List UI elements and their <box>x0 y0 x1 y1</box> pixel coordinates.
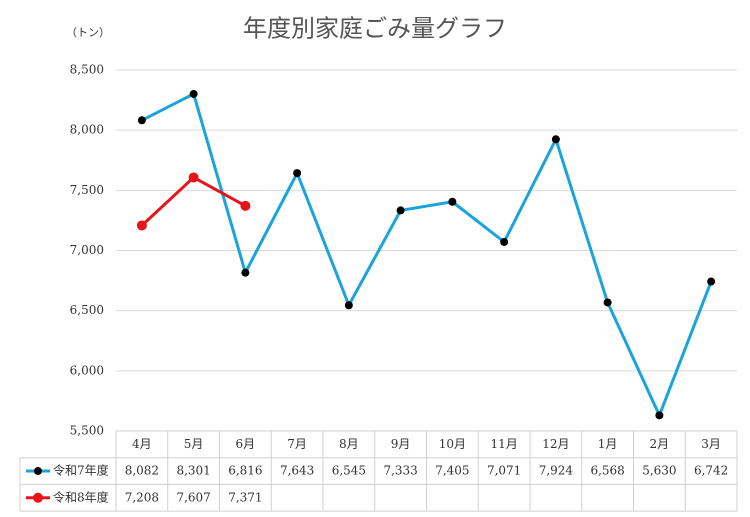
x-tick-label: 1月 <box>598 437 618 451</box>
x-tick-label: 9月 <box>391 437 411 451</box>
table-value: 6,816 <box>228 464 262 478</box>
x-tick-label: 4月 <box>132 437 152 451</box>
table-value: 6,545 <box>332 464 366 478</box>
data-point <box>189 89 198 98</box>
data-point <box>241 268 250 277</box>
x-tick-label: 3月 <box>701 437 721 451</box>
data-point <box>137 116 146 125</box>
table-value: 6,568 <box>590 464 624 478</box>
table-value: 7,333 <box>383 464 417 478</box>
data-point <box>448 197 457 206</box>
table-value: 8,301 <box>176 464 210 478</box>
y-tick-label: 5,500 <box>70 424 104 438</box>
legend-label: 令和7年度 <box>53 463 109 478</box>
data-point <box>136 220 147 231</box>
legend-label: 令和8年度 <box>53 489 109 504</box>
y-axis-label: （トン） <box>66 26 110 39</box>
y-tick-label: 7,000 <box>70 243 104 257</box>
data-point <box>396 206 405 215</box>
x-tick-label: 12月 <box>542 437 569 451</box>
x-tick-label: 5月 <box>184 437 204 451</box>
data-point <box>603 298 612 307</box>
x-tick-label: 2月 <box>650 437 670 451</box>
y-tick-label: 6,500 <box>70 303 104 317</box>
chart-title: 年度別家庭ごみ量グラフ <box>243 15 507 43</box>
x-tick-label: 10月 <box>439 437 466 451</box>
y-tick-label: 7,500 <box>70 183 104 197</box>
table-value: 8,082 <box>125 464 159 478</box>
data-point <box>655 411 664 420</box>
x-tick-label: 7月 <box>287 437 307 451</box>
table-value: 7,924 <box>539 464 574 478</box>
table-value: 6,742 <box>694 464 728 478</box>
data-point <box>500 237 509 246</box>
data-point <box>551 135 560 144</box>
table-value: 7,643 <box>280 464 314 478</box>
data-point <box>293 169 302 178</box>
data-point <box>707 277 716 286</box>
legend-marker <box>33 492 43 503</box>
table-value: 7,071 <box>487 464 521 478</box>
table-value: 7,371 <box>228 490 262 504</box>
data-point <box>240 200 251 211</box>
legend-marker <box>34 467 42 476</box>
table-value: 7,405 <box>435 464 469 478</box>
x-tick-label: 6月 <box>236 437 256 451</box>
x-tick-label: 8月 <box>339 437 359 451</box>
series-line <box>141 91 713 420</box>
table-value: 7,208 <box>125 490 159 504</box>
y-tick-label: 8,500 <box>70 63 104 77</box>
y-tick-label: 6,000 <box>70 363 104 377</box>
x-tick-label: 11月 <box>490 437 517 451</box>
data-point <box>344 301 353 310</box>
table-value: 5,630 <box>642 464 676 478</box>
table-value: 7,607 <box>176 490 210 504</box>
data-point <box>188 172 199 183</box>
y-tick-label: 8,000 <box>70 123 104 137</box>
